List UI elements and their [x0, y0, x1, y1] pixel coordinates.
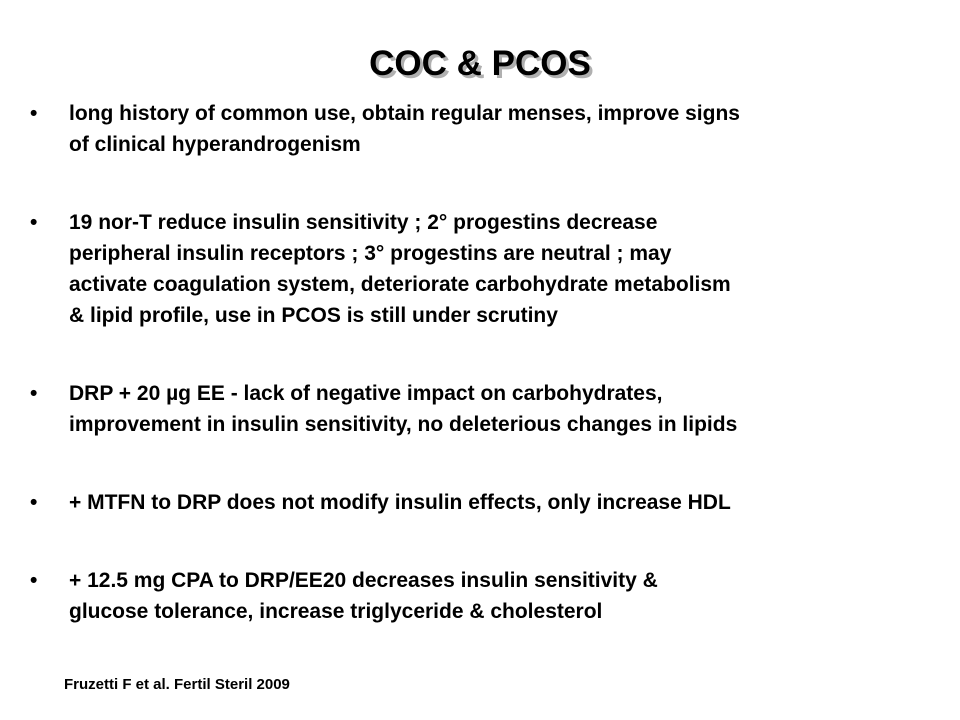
bullet-text: peripheral insulin receptors ; 3° proges…	[69, 242, 672, 265]
bullet-text: glucose tolerance, increase triglyceride…	[69, 600, 603, 623]
bullet-dot: •	[30, 102, 38, 125]
bullet-item: • long history of common use, obtain regu…	[0, 98, 960, 160]
bullet-dot: •	[30, 211, 38, 234]
bullet-dot: •	[30, 382, 38, 405]
bullet-item: • + 12.5 mg CPA to DRP/EE20 decreases ins…	[0, 565, 960, 627]
bullet-text: of clinical hyperandrogenism	[69, 133, 361, 156]
bullet-item: • DRP + 20 µg EE - lack of negative impac…	[0, 378, 960, 440]
bullet-dot: •	[30, 569, 38, 592]
bullet-dot: •	[30, 491, 38, 514]
bullet-text: long history of common use, obtain regul…	[69, 102, 740, 125]
citation: Fruzetti F et al. Fertil Steril 2009	[64, 676, 290, 693]
bullet-text: improvement in insulin sensitivity, no d…	[69, 413, 738, 436]
bullet-text: 19 nor-T reduce insulin sensitivity ; 2°…	[69, 211, 658, 234]
slide-title: COC & PCOS	[369, 44, 591, 83]
bullet-text: DRP + 20 µg EE - lack of negative impact…	[69, 382, 663, 405]
bullet-item: • + MTFN to DRP does not modify insulin e…	[0, 487, 960, 518]
bullet-text: + MTFN to DRP does not modify insulin ef…	[69, 491, 731, 514]
bullet-list: • long history of common use, obtain regu…	[0, 98, 960, 674]
bullet-text: activate coagulation system, deteriorate…	[69, 273, 731, 296]
bullet-text: + 12.5 mg CPA to DRP/EE20 decreases insu…	[69, 569, 658, 592]
bullet-item: • 19 nor-T reduce insulin sensitivity ; 2…	[0, 207, 960, 331]
bullet-text: & lipid profile, use in PCOS is still un…	[69, 304, 558, 327]
